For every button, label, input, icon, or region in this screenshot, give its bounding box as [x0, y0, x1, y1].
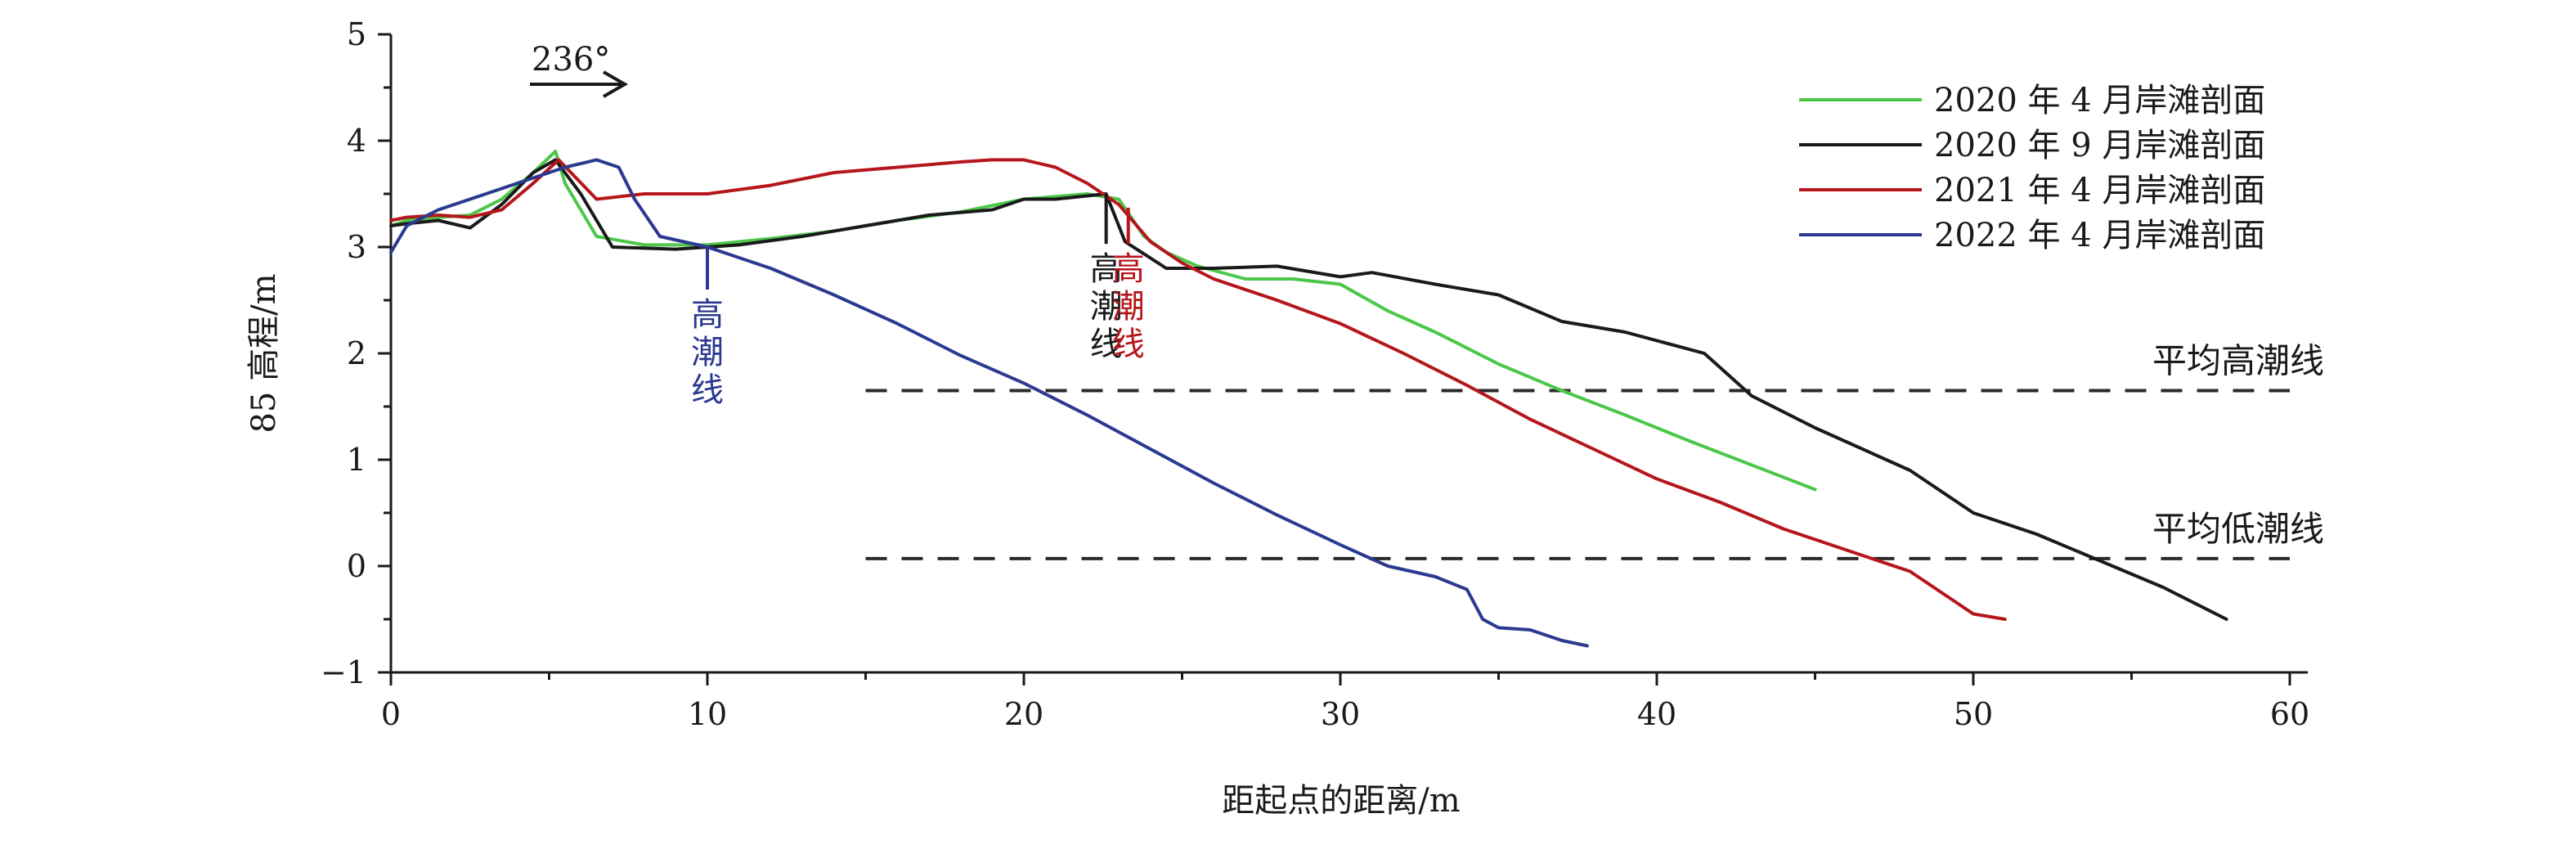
x-tick-label: 0 [381, 696, 401, 732]
high-tide-marker-char: 高 [1090, 250, 1123, 288]
y-tick-label: 5 [347, 16, 366, 52]
legend: 2020 年 4 月岸滩剖面 2020 年 9 月岸滩剖面 2021 年 4 月岸滩… [1799, 82, 2265, 254]
series-line-4 [389, 158, 1589, 648]
direction-label: 236° [532, 41, 610, 79]
series-line-3 [389, 158, 2007, 621]
mean-high-tide-label: 平均高潮线 [2152, 341, 2324, 381]
y-tick-label: −1 [321, 654, 366, 690]
legend-label: 2022 年 4 月岸滩剖面 [1934, 217, 2265, 254]
y-ticks: 5 4 3 2 1 0 −1 [321, 16, 391, 690]
legend-label: 2020 年 4 月岸滩剖面 [1934, 82, 2265, 119]
x-tick-label: 30 [1321, 696, 1360, 732]
x-tick-label: 20 [1004, 696, 1043, 732]
x-tick-label: 60 [2270, 696, 2309, 732]
x-axis-title: 距起点的距离/m [1222, 782, 1460, 820]
y-tick-label: 0 [347, 548, 366, 584]
x-tick-label: 50 [1954, 696, 1993, 732]
y-tick-label: 2 [347, 335, 366, 371]
legend-label: 2020 年 9 月岸滩剖面 [1934, 127, 2265, 164]
y-tick-label: 4 [347, 123, 366, 159]
high-tide-marker-char: 线 [1090, 326, 1123, 363]
y-tick-label: 3 [347, 229, 366, 265]
y-axis-title: 85 高程/m [245, 273, 283, 433]
y-tick-label: 1 [347, 442, 366, 478]
high-tide-marker-char: 潮 [1112, 288, 1145, 326]
series-group [389, 150, 2228, 648]
high-tide-marker-char: 高 [691, 296, 724, 334]
high-tide-marker-char: 潮 [691, 334, 724, 371]
arrow-right-icon [603, 70, 629, 98]
series-line-2 [389, 158, 2228, 621]
mean-low-tide-label: 平均低潮线 [2152, 509, 2324, 549]
x-ticks: 0 10 20 30 40 50 60 [381, 672, 2309, 732]
direction-annotation: 236° [530, 41, 629, 98]
high-tide-marker-char: 线 [691, 371, 724, 409]
high-tide-marker-char: 潮 [1090, 288, 1123, 326]
legend-label: 2021 年 4 月岸滩剖面 [1934, 172, 2265, 209]
x-tick-label: 40 [1637, 696, 1676, 732]
x-tick-label: 10 [688, 696, 727, 732]
high-tide-marker-char: 线 [1112, 326, 1145, 363]
high-tide-marker-char: 高 [1112, 250, 1145, 288]
